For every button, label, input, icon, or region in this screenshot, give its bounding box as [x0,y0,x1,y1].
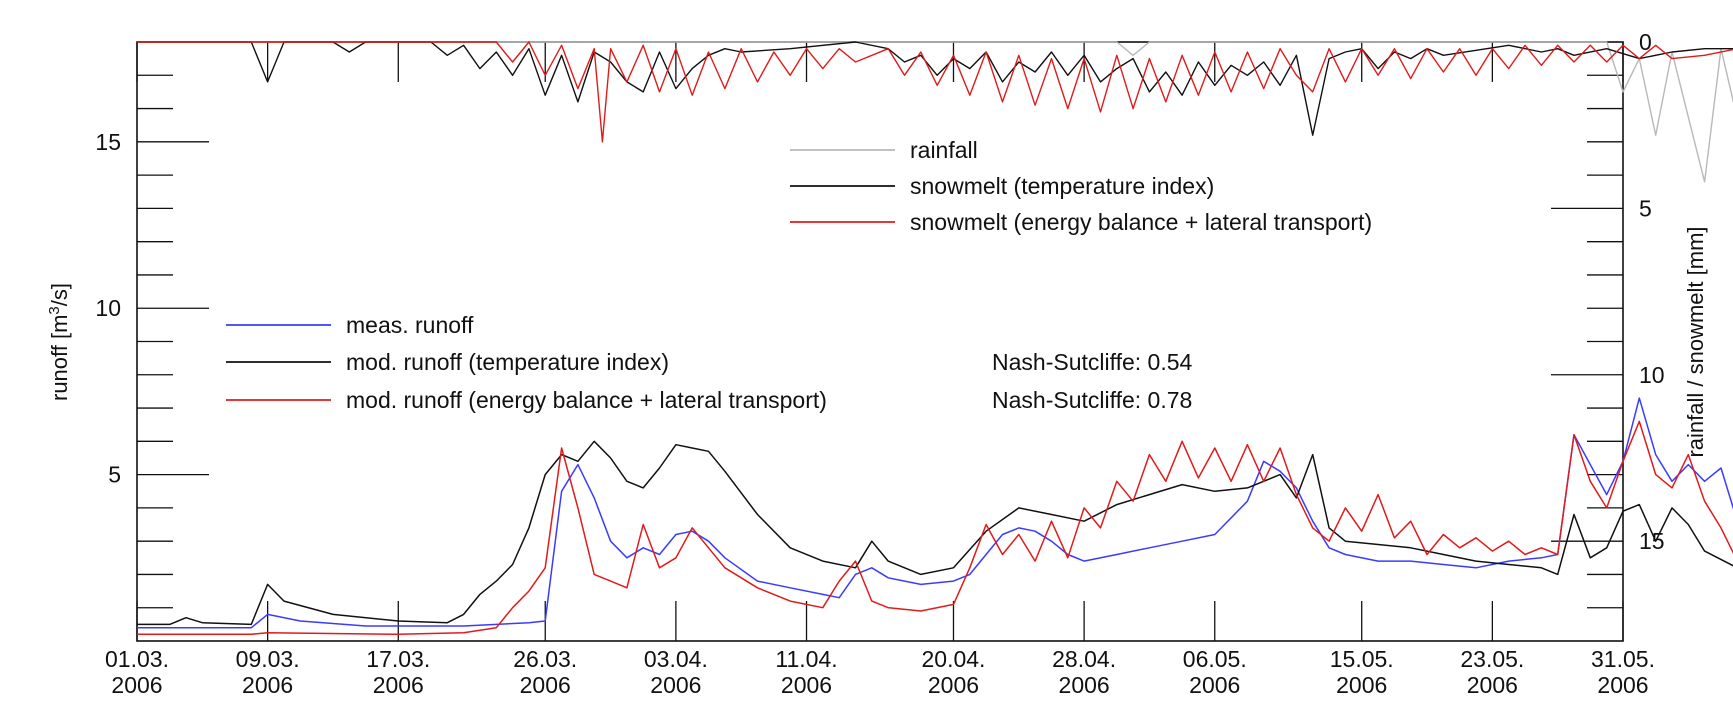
x-tick-label-year-2: 2006 [373,672,424,698]
runoff-series [137,397,1733,636]
hyetograph-line-1 [137,41,1733,136]
left-axis-label: runoff [m3/s] [46,283,72,401]
x-tick-label-date-3: 26.03. [513,646,577,672]
legend-bottom: meas. runoff mod. runoff (temperature in… [226,312,827,413]
legend-top: rainfall snowmelt (temperature index) sn… [790,137,1372,235]
right-axis-label: rainfall / snowmelt [mm] [1683,226,1708,457]
legend-bottom-label-mod-ti: mod. runoff (temperature index) [346,349,669,375]
x-tick-label-0: 01.03. 2006 [105,646,169,698]
legend-top-label-snowmelt-eb: snowmelt (energy balance + lateral trans… [910,209,1372,235]
x-tick-label-year-8: 2006 [1189,672,1240,698]
x-tick-label-year-3: 2006 [520,672,571,698]
x-tick-label-10: 23.05. 2006 [1460,646,1524,698]
runoff-line-0 [137,397,1733,629]
x-tick-label-date-9: 15.05. [1330,646,1394,672]
x-tick-label-date-11: 31.05. [1591,646,1655,672]
legend-top-label-snowmelt-ti: snowmelt (temperature index) [910,173,1214,199]
x-tick-label-year-6: 2006 [928,672,979,698]
x-tick-label-date-4: 03.04. [644,646,708,672]
x-tick-label-9: 15.05. 2006 [1330,646,1394,698]
hyetograph-line-0 [137,41,1733,183]
x-tick-label-year-5: 2006 [781,672,832,698]
legend-bottom-label-meas: meas. runoff [346,312,474,338]
x-tick-label-year-4: 2006 [650,672,701,698]
x-tick-label-4: 03.04. 2006 [644,646,708,698]
x-tick-label-5: 11.04. 2006 [775,646,837,698]
hyetograph-series [137,41,1733,183]
x-tick-label-6: 20.04. 2006 [922,646,986,698]
x-tick-label-7: 28.04. 2006 [1052,646,1116,698]
left-tick-label-5: 5 [108,462,121,488]
x-tick-label-date-8: 06.05. [1183,646,1247,672]
x-tick-label-year-9: 2006 [1336,672,1387,698]
x-tick-label-date-0: 01.03. [105,646,169,672]
runoff-line-1 [137,440,1733,626]
left-axis-label-main: runoff [m [47,315,72,401]
x-tick-label-2: 17.03. 2006 [366,646,430,698]
left-tick-label-15: 15 [95,129,121,155]
x-tick-label-year-11: 2006 [1597,672,1648,698]
x-tick-label-date-1: 09.03. [236,646,300,672]
left-tick-label-10: 10 [95,295,121,321]
legend-bottom-label-mod-eb: mod. runoff (energy balance + lateral tr… [346,387,827,413]
right-tick-label-0: 0 [1639,29,1652,55]
runoff-line-2 [137,420,1733,636]
x-tick-label-1: 09.03. 2006 [236,646,300,698]
legend-top-label-rainfall: rainfall [910,137,978,163]
x-tick-label-date-10: 23.05. [1460,646,1524,672]
x-tick-label-8: 06.05. 2006 [1183,646,1247,698]
left-axis-label-end: /s] [47,283,72,306]
x-tick-label-year-7: 2006 [1059,672,1110,698]
x-tick-label-year-0: 2006 [111,672,162,698]
right-tick-label-5: 5 [1639,195,1652,221]
x-tick-label-year-1: 2006 [242,672,293,698]
x-tick-label-11: 31.05. 2006 [1591,646,1655,698]
x-tick-label-date-7: 28.04. [1052,646,1116,672]
nash-sutcliffe-eb: Nash-Sutcliffe: 0.78 [992,387,1192,413]
nash-sutcliffe-ti: Nash-Sutcliffe: 0.54 [992,349,1193,375]
x-tick-label-date-2: 17.03. [366,646,430,672]
x-tick-label-3: 26.03. 2006 [513,646,577,698]
x-tick-label-date-5: 11.04. [775,646,837,672]
left-axis-label-sup: 3 [46,306,63,314]
right-tick-label-10: 10 [1639,362,1665,388]
hyetograph-line-2 [137,41,1733,143]
left-axis-ticks: 5 10 15 [95,74,209,609]
x-tick-label-year-10: 2006 [1467,672,1518,698]
x-tick-label-date-6: 20.04. [922,646,986,672]
